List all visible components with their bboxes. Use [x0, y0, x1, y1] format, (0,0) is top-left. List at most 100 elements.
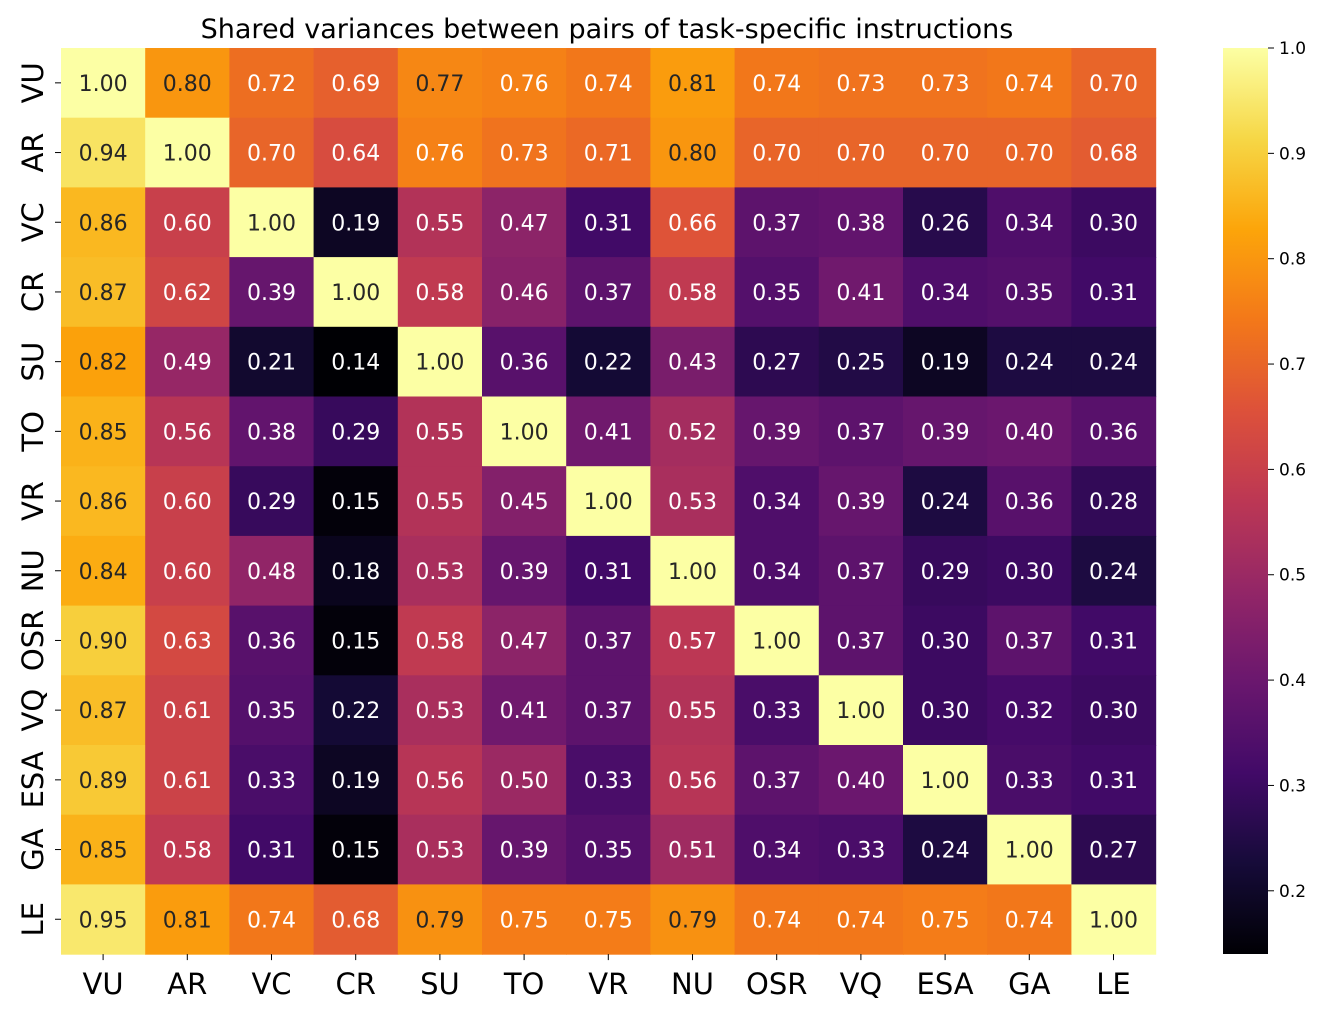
cell-value-label: 0.38	[247, 420, 296, 445]
cell-value-label: 0.89	[79, 769, 128, 794]
cell-value-label: 0.30	[1005, 560, 1054, 585]
cell-value-label: 0.25	[836, 351, 885, 376]
heatmap-cell-AR-VU	[61, 117, 146, 188]
cell-value-label: 0.94	[79, 142, 128, 167]
heatmap-cell-GA-SU	[397, 814, 483, 885]
y-tick-label-OSR: OSR	[16, 610, 50, 671]
cell-value-label: 0.58	[668, 281, 717, 306]
heatmap-cell-VC-OSR	[734, 187, 820, 258]
heatmap-cell-ESA-OSR	[734, 745, 820, 816]
heatmap-cell-VC-SU	[397, 187, 483, 258]
heatmap-cell-CR-ESA	[903, 257, 988, 328]
cell-value-label: 0.75	[584, 908, 633, 933]
cell-value-label: 0.80	[668, 142, 717, 167]
cell-value-label: 0.31	[1089, 281, 1138, 306]
heatmap-cell-OSR-OSR	[734, 605, 820, 676]
cell-value-label: 0.34	[752, 560, 801, 585]
cell-value-label: 0.53	[415, 699, 464, 724]
cell-value-label: 0.56	[415, 769, 464, 794]
colorbar-tick-label: 0.2	[1279, 882, 1306, 902]
cell-value-label: 0.86	[79, 211, 128, 236]
heatmap-cell-LE-AR	[145, 884, 230, 955]
cell-value-label: 0.74	[247, 908, 296, 933]
heatmap-cell-VQ-LE	[1071, 675, 1157, 746]
heatmap-cell-NU-TO	[482, 535, 567, 607]
heatmap-cell-VC-GA	[987, 187, 1072, 258]
heatmap-cell-OSR-SU	[397, 605, 483, 676]
cell-value-label: 0.85	[79, 420, 128, 445]
cell-value-label: 0.60	[163, 211, 212, 236]
heatmap-cell-LE-VQ	[818, 884, 904, 955]
cell-value-label: 0.55	[415, 490, 464, 515]
heatmap-cell-VR-ESA	[903, 466, 988, 537]
heatmap-cell-CR-GA	[987, 257, 1072, 328]
heatmap-cell-VQ-TO	[482, 675, 567, 746]
cell-value-label: 1.00	[1089, 908, 1138, 933]
cell-value-label: 0.63	[163, 629, 212, 654]
colorbar-gradient	[1223, 48, 1268, 954]
y-tick-label-VR: VR	[16, 481, 50, 521]
cell-value-label: 0.31	[1089, 629, 1138, 654]
cell-value-label: 0.28	[1089, 490, 1138, 515]
heatmap-cell-LE-NU	[650, 884, 736, 955]
cell-value-label: 0.70	[1005, 142, 1054, 167]
cell-value-label: 0.24	[1005, 351, 1054, 376]
cell-value-label: 0.33	[1005, 769, 1054, 794]
heatmap-cell-VR-VR	[566, 466, 651, 537]
cell-value-label: 0.74	[752, 908, 801, 933]
x-tick-label-TO: TO	[503, 967, 545, 1001]
cell-value-label: 1.00	[163, 142, 212, 167]
heatmap-cell-VC-VR	[566, 187, 651, 258]
heatmap-cell-VC-VC	[229, 187, 315, 258]
heatmap-cell-VU-LE	[1071, 48, 1157, 119]
cell-value-label: 0.39	[836, 490, 885, 515]
heatmap-cell-NU-VU	[61, 535, 146, 607]
cell-value-label: 0.45	[500, 490, 549, 515]
cell-value-label: 0.24	[921, 839, 970, 864]
heatmap-cell-SU-LE	[1071, 326, 1157, 398]
heatmap-cell-AR-OSR	[734, 117, 820, 188]
heatmap-cell-VU-TO	[482, 48, 567, 119]
colorbar-tick-label: 0.6	[1279, 460, 1306, 480]
cell-value-label: 0.76	[500, 72, 549, 97]
y-tick-label-NU: NU	[16, 549, 50, 592]
cell-value-label: 0.70	[836, 142, 885, 167]
heatmap-cell-NU-CR	[313, 535, 399, 607]
heatmap-cell-CR-VC	[229, 257, 315, 328]
heatmap-cell-VR-LE	[1071, 466, 1157, 537]
cell-value-label: 0.18	[331, 560, 380, 585]
heatmap-cell-TO-CR	[313, 396, 399, 467]
heatmap-cell-TO-ESA	[903, 396, 988, 467]
colorbar-tick-label: 0.4	[1279, 671, 1306, 691]
cell-value-label: 0.66	[668, 211, 717, 236]
heatmap-cell-LE-CR	[313, 884, 399, 955]
heatmap-cell-VU-VR	[566, 48, 651, 119]
x-tick-label-GA: GA	[1008, 967, 1050, 1001]
x-tick-label-NU: NU	[671, 967, 714, 1001]
heatmap-cell-ESA-VR	[566, 745, 651, 816]
cell-value-label: 0.56	[163, 420, 212, 445]
heatmap-cell-TO-NU	[650, 396, 736, 467]
heatmap-cell-GA-VQ	[818, 814, 904, 885]
heatmap-cell-GA-ESA	[903, 814, 988, 885]
heatmap-cell-AR-VQ	[818, 117, 904, 188]
y-tick-label-SU: SU	[16, 342, 50, 382]
heatmap-cell-VQ-VC	[229, 675, 315, 746]
cell-value-label: 0.34	[1005, 211, 1054, 236]
cell-value-label: 0.39	[500, 560, 549, 585]
cell-value-label: 0.52	[668, 420, 717, 445]
cell-value-label: 0.62	[163, 281, 212, 306]
heatmap-cell-NU-GA	[987, 535, 1072, 607]
cell-value-label: 0.27	[1089, 839, 1138, 864]
heatmap-cell-OSR-AR	[145, 605, 230, 676]
cell-value-label: 0.37	[836, 629, 885, 654]
cell-value-label: 0.39	[752, 420, 801, 445]
heatmap-cell-CR-NU	[650, 257, 736, 328]
heatmap-cell-VR-GA	[987, 466, 1072, 537]
cell-value-label: 0.26	[921, 211, 970, 236]
heatmap-cell-CR-SU	[397, 257, 483, 328]
cell-value-label: 0.69	[331, 72, 380, 97]
x-tick-label-SU: SU	[420, 967, 460, 1001]
cell-value-label: 0.36	[1005, 490, 1054, 515]
heatmap-cell-NU-SU	[397, 535, 483, 607]
